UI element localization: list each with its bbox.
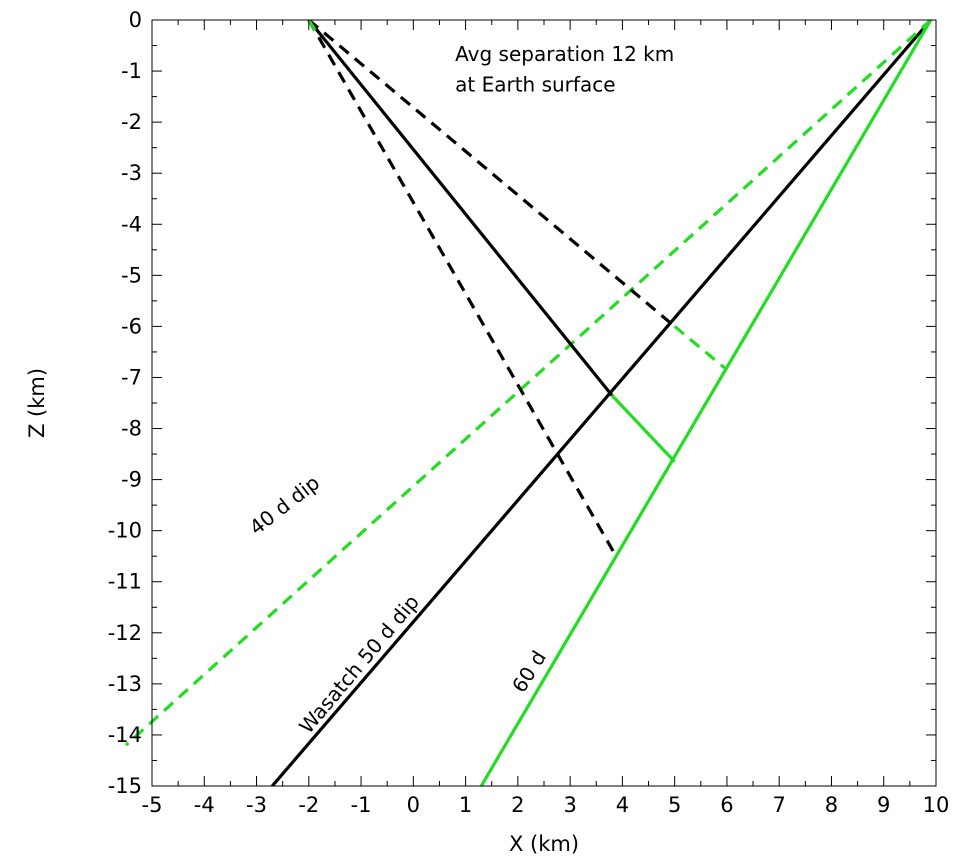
y-tick-label: -15: [108, 774, 142, 798]
plot-frame: [151, 19, 937, 787]
annotation-avg-separation-12-km: Avg separation 12 km: [455, 42, 674, 66]
x-tick-label: 7: [773, 793, 786, 817]
x-tick-label: 3: [563, 793, 576, 817]
annotation-40-d-dip: 40 d dip: [245, 470, 324, 539]
y-tick-label: -11: [108, 570, 142, 594]
x-tick-label: 2: [511, 793, 524, 817]
annotation-at-earth-surface: at Earth surface: [455, 72, 615, 96]
x-tick-label: -1: [351, 793, 372, 817]
y-tick-label: -1: [121, 59, 142, 83]
series-line-40-d-dip: [124, 20, 932, 747]
y-tick-label: -8: [121, 417, 142, 441]
series-line-6: [673, 325, 728, 372]
x-tick-label: -5: [142, 793, 163, 817]
annotation-wasatch-50-d-dip: Wasatch 50 d dip: [294, 590, 424, 738]
annotation-60-d: 60 d: [507, 646, 551, 696]
y-tick-label: -4: [121, 212, 142, 236]
series-line-7: [307, 20, 616, 555]
x-tick-label: 6: [720, 793, 733, 817]
y-tick-label: 0: [129, 8, 142, 32]
series-line-wasatch-50-d-dip: [271, 20, 932, 786]
y-tick-label: -5: [121, 263, 142, 287]
x-axis-label: X (km): [509, 832, 579, 856]
y-tick-label: -10: [108, 519, 142, 543]
x-tick-label: 9: [877, 793, 890, 817]
y-tick-label: -7: [121, 365, 142, 389]
y-tick-label: -9: [121, 468, 142, 492]
y-tick-label: -14: [108, 723, 142, 747]
series-line-8: [307, 20, 319, 34]
series-line-4: [610, 394, 676, 463]
x-tick-label: 0: [407, 793, 420, 817]
x-tick-label: 1: [459, 793, 472, 817]
x-tick-label: -3: [246, 793, 267, 817]
x-tick-label: 8: [825, 793, 838, 817]
y-axis-label: Z (km): [25, 368, 49, 438]
x-tick-label: 4: [616, 793, 629, 817]
series-line-5: [307, 20, 676, 328]
x-tick-label: -2: [298, 793, 319, 817]
series-line-3: [307, 20, 614, 397]
y-tick-label: -2: [121, 110, 142, 134]
y-tick-label: -13: [108, 672, 142, 696]
y-tick-label: -12: [108, 621, 142, 645]
x-tick-label: 10: [923, 793, 950, 817]
series-line-60-d: [479, 20, 933, 786]
series-group: [124, 20, 933, 786]
x-tick-label: -4: [194, 793, 215, 817]
x-tick-label: 5: [668, 793, 681, 817]
y-tick-label: -3: [121, 161, 142, 185]
y-tick-label: -6: [121, 314, 142, 338]
